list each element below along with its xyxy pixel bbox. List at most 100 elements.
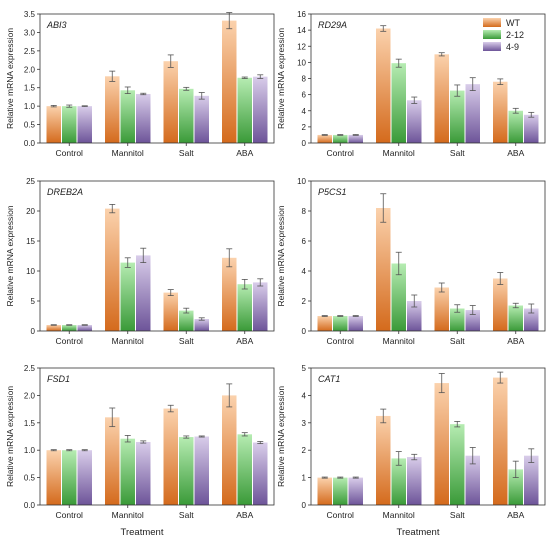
bar-dreb2a-2-12-aba <box>237 284 252 331</box>
error-bar <box>438 373 445 394</box>
bar-abi3-WT-mannitol <box>105 76 120 143</box>
bar-dreb2a-WT-aba <box>222 257 237 331</box>
bar-p5cs1-WT-mannitol <box>376 208 391 331</box>
y-tick-label: 12 <box>297 42 306 51</box>
error-bar <box>411 96 418 104</box>
y-tick-label: 10 <box>26 267 35 276</box>
error-bar <box>66 104 73 108</box>
error-bar <box>81 449 88 452</box>
error-bar <box>140 440 147 444</box>
error-bar <box>337 134 344 136</box>
x-tick-label: Control <box>56 336 84 346</box>
error-bar <box>124 257 131 268</box>
bar-rd29a-2-12-aba <box>508 110 523 143</box>
bar-cat1-4-9-aba <box>524 455 539 505</box>
bar-p5cs1-4-9-salt <box>465 310 480 331</box>
error-bar <box>411 294 418 308</box>
bar-rd29a-4-9-control <box>348 134 363 143</box>
error-bar <box>454 84 461 97</box>
y-tick-label: 8 <box>302 207 307 216</box>
plot-frame <box>39 180 275 332</box>
error-bar <box>497 78 504 85</box>
bar-dreb2a-2-12-mannitol <box>120 262 135 331</box>
error-bar <box>380 193 387 223</box>
error-bar <box>257 74 264 79</box>
error-bar <box>257 441 264 445</box>
error-bar <box>454 421 461 428</box>
bar-abi3-WT-salt <box>163 61 178 143</box>
bar-dreb2a-WT-mannitol <box>105 208 120 331</box>
x-tick-label: Control <box>327 510 355 520</box>
y-tick-label: 2 <box>302 297 307 306</box>
error-bar <box>257 278 264 287</box>
bar-rd29a-4-9-mannitol <box>407 100 422 143</box>
bar-abi3-2-12-control <box>62 106 77 143</box>
y-tick-label: 6 <box>302 237 307 246</box>
error-bar <box>183 86 190 91</box>
plot-frame <box>310 367 546 506</box>
y-tick-label: 4 <box>302 107 307 116</box>
y-tick-label: 8 <box>302 75 307 84</box>
bar-cat1-2-12-mannitol <box>391 458 406 505</box>
legend-label: 2-12 <box>506 30 524 40</box>
y-tick-label: 25 <box>26 177 35 186</box>
x-tick-label: Mannitol <box>112 510 144 520</box>
y-tick-label: 2.0 <box>24 391 36 400</box>
y-tick-label: 1.0 <box>24 102 36 111</box>
bar-rd29a-WT-salt <box>434 54 449 144</box>
y-tick-label: 1.5 <box>24 419 36 428</box>
x-axis-title-right: Treatment <box>397 527 440 538</box>
bar-p5cs1-4-9-control <box>348 316 363 331</box>
bar-p5cs1-WT-aba <box>493 278 508 331</box>
error-bar <box>497 371 504 384</box>
x-tick-label: Salt <box>450 148 465 158</box>
x-tick-label: ABA <box>236 336 253 346</box>
y-tick-label: 3.5 <box>24 10 36 19</box>
bar-cat1-2-12-aba <box>508 469 523 505</box>
panel-title: RD29A <box>318 20 347 30</box>
y-tick-label: 2 <box>302 123 307 132</box>
error-bar <box>124 86 131 95</box>
error-bar <box>380 408 387 424</box>
y-tick-label: 2 <box>302 446 307 455</box>
bar-p5cs1-2-12-control <box>333 316 348 331</box>
panel-title: P5CS1 <box>318 187 347 197</box>
y-tick-label: 0.5 <box>24 474 36 483</box>
y-tick-label: 0.0 <box>24 139 36 148</box>
x-tick-label: Control <box>327 336 355 346</box>
bar-rd29a-WT-mannitol <box>376 28 391 143</box>
y-tick-label: 0.5 <box>24 121 36 130</box>
error-bar <box>395 58 402 68</box>
bar-rd29a-4-9-aba <box>524 114 539 143</box>
bar-rd29a-WT-control <box>317 134 332 143</box>
bar-dreb2a-4-9-control <box>77 325 92 331</box>
bar-abi3-4-9-mannitol <box>136 93 151 143</box>
bar-rd29a-2-12-salt <box>450 90 465 143</box>
error-bar <box>183 307 190 314</box>
x-tick-label: Control <box>56 148 84 158</box>
error-bar <box>528 303 535 314</box>
bar-fsd1-WT-mannitol <box>105 417 120 505</box>
x-tick-label: ABA <box>236 510 253 520</box>
error-bar <box>241 76 248 79</box>
bar-dreb2a-WT-control <box>46 325 61 331</box>
y-tick-label: 6 <box>302 91 307 100</box>
bar-abi3-WT-aba <box>222 20 237 144</box>
error-bar <box>109 203 116 214</box>
error-bar <box>512 460 519 479</box>
bar-cat1-WT-mannitol <box>376 415 391 505</box>
error-bar <box>66 324 73 326</box>
bar-abi3-4-9-control <box>77 106 92 143</box>
x-tick-label: Salt <box>179 336 194 346</box>
bar-dreb2a-4-9-aba <box>253 282 268 331</box>
bar-cat1-4-9-salt <box>465 455 480 505</box>
error-bar <box>81 324 88 326</box>
x-tick-label: ABA <box>507 336 524 346</box>
error-bar <box>352 476 359 479</box>
y-tick-label: 15 <box>26 237 35 246</box>
bar-cat1-2-12-control <box>333 477 348 505</box>
y-tick-label: 16 <box>297 10 306 19</box>
error-bar <box>337 476 344 479</box>
y-tick-label: 0 <box>302 327 307 336</box>
